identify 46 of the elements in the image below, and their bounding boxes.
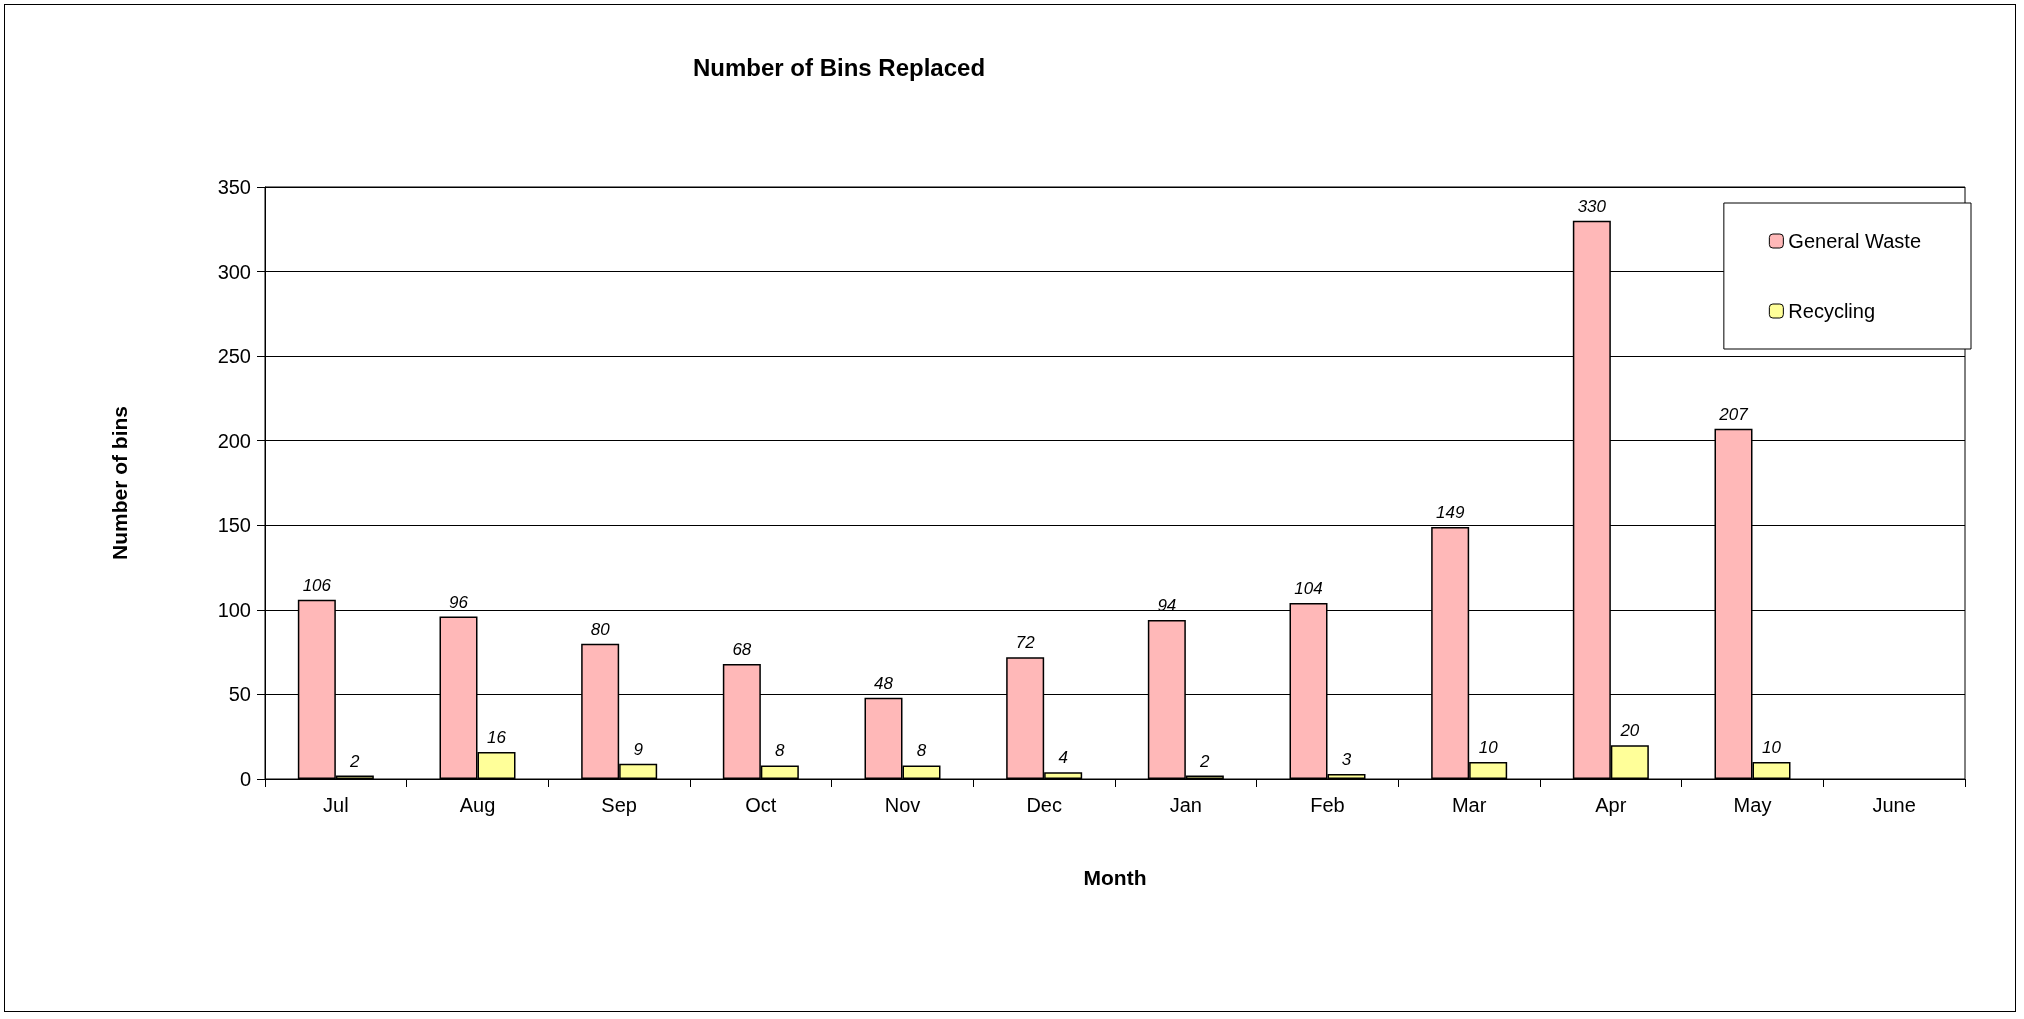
data-label: 80: [590, 619, 611, 639]
y-tick-label: 250: [217, 345, 251, 368]
data-label: 8: [775, 741, 786, 761]
data-label: 96: [449, 592, 469, 612]
data-label: 48: [874, 673, 894, 693]
x-tick-label: Nov: [884, 794, 921, 816]
x-tick-label: Feb: [1310, 794, 1345, 816]
x-tick-label: Sep: [601, 794, 637, 816]
data-label: 330: [1577, 196, 1607, 216]
x-tick-label: Jul: [323, 794, 349, 816]
y-tick-label: 350: [217, 176, 251, 198]
x-tick-label: May: [1733, 794, 1772, 816]
y-tick-label: 150: [217, 514, 251, 537]
data-label: 9: [633, 739, 644, 759]
data-label: 106: [302, 575, 332, 595]
y-tick-label: 50: [228, 683, 251, 706]
x-tick-label: Oct: [745, 794, 777, 816]
x-axis-title: Month: [1083, 866, 1147, 889]
x-tick-label: Dec: [1026, 794, 1062, 816]
data-label: 3: [1341, 749, 1352, 769]
x-tick-label: Jan: [1169, 794, 1202, 816]
y-axis-title: Number of bins: [108, 405, 131, 561]
legend-label: General Waste: [1788, 230, 1922, 252]
data-label: 8: [916, 741, 927, 761]
data-label: 20: [1619, 721, 1640, 741]
chart-title: Number of Bins Replaced: [693, 53, 986, 81]
data-label: 149: [1435, 502, 1465, 522]
y-tick-label: 100: [217, 598, 251, 621]
x-tick-label: Apr: [1595, 794, 1627, 816]
data-label: 72: [1015, 633, 1036, 653]
data-label: 2: [349, 751, 361, 771]
data-label: 10: [1478, 738, 1499, 758]
data-label: 68: [732, 639, 752, 659]
y-tick-label: 200: [217, 429, 251, 452]
x-tick-label: June: [1872, 794, 1916, 816]
legend-label: Recycling: [1788, 300, 1876, 322]
x-tick-label: Aug: [459, 794, 496, 816]
y-tick-label: 0: [239, 768, 251, 790]
data-label: 16: [487, 727, 507, 747]
y-tick-label: 300: [217, 260, 251, 283]
data-label: 104: [1294, 579, 1323, 599]
data-label: 4: [1058, 748, 1068, 768]
data-label: 10: [1762, 738, 1782, 758]
x-tick-label: Mar: [1451, 794, 1487, 816]
data-label: 207: [1718, 404, 1749, 424]
data-label: 2: [1199, 751, 1211, 771]
